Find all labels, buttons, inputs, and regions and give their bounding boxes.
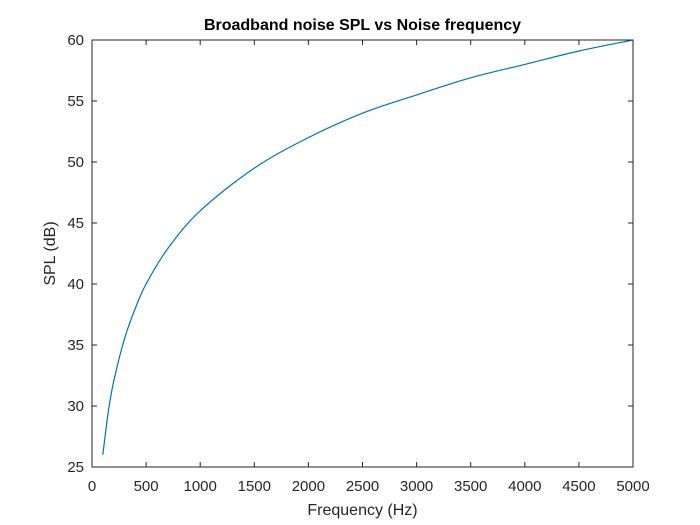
y-tick-label: 50 <box>67 154 84 171</box>
y-tick-label: 55 <box>67 93 84 110</box>
y-tick-label: 60 <box>67 32 84 49</box>
x-tick-label: 4000 <box>508 478 541 495</box>
spl-curve <box>102 39 634 455</box>
plot-area <box>92 40 633 467</box>
y-tick-label: 25 <box>67 459 84 476</box>
x-tick-label: 1000 <box>184 478 217 495</box>
x-tick-label: 5000 <box>616 478 649 495</box>
x-tick-label: 3000 <box>400 478 433 495</box>
x-tick-label: 2500 <box>346 478 379 495</box>
y-tick-label: 45 <box>67 215 84 232</box>
y-tick-label: 40 <box>67 276 84 293</box>
series-layer <box>102 39 634 455</box>
chart-title: Broadband noise SPL vs Noise frequency <box>204 17 521 34</box>
y-axis-label: SPL (dB) <box>42 221 59 285</box>
x-tick-label: 3500 <box>454 478 487 495</box>
x-tick-label: 2000 <box>292 478 325 495</box>
x-tick-label: 500 <box>134 478 159 495</box>
x-tick-label: 1500 <box>238 478 271 495</box>
axes: 0 500 1000 1500 2000 2500 3000 3500 4000 4500 5000… <box>67 32 649 495</box>
x-tick-label: 4500 <box>562 478 595 495</box>
plot-box <box>91 39 634 468</box>
x-tick-label: 0 <box>88 478 96 495</box>
x-axis-label: Frequency (Hz) <box>307 502 417 519</box>
y-tick-label: 30 <box>67 398 84 415</box>
y-tick-label: 35 <box>67 337 84 354</box>
